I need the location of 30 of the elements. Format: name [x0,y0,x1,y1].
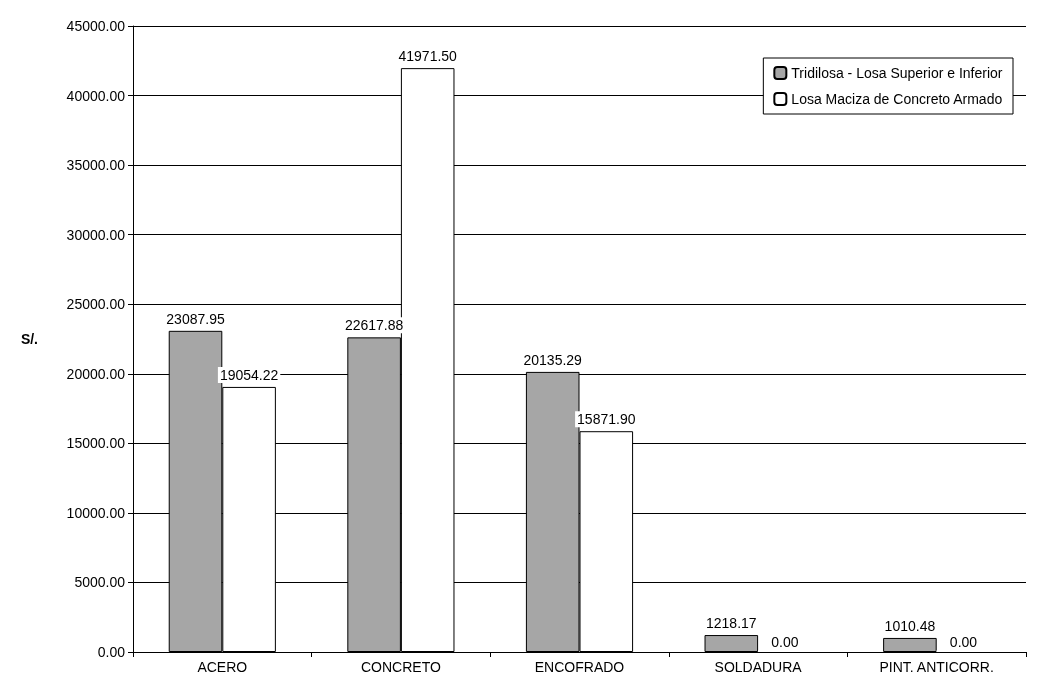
data-label: 1218.17 [706,615,757,632]
y-tick-label: 10000.00 [66,504,126,521]
data-label: 1010.48 [884,617,936,634]
y-tick-label: 30000.00 [66,226,126,243]
x-tick-label: PINT. ANTICORR. [879,659,994,675]
y-tick-label: 0.00 [97,644,126,660]
bar [704,635,759,652]
x-tick-label: SOLDADURA [714,659,803,675]
y-tick-label: 5000.00 [74,574,126,591]
y-tick-label: 25000.00 [66,296,126,313]
legend-label: Tridilosa - Losa Superior e Inferior [791,65,1003,81]
y-tick-label: 40000.00 [66,87,126,104]
x-tick-label: ENCOFRADO [534,659,625,675]
data-label: 19054.22 [219,366,279,383]
x-tick-label: ACERO [197,659,248,675]
y-tick-label: 45000.00 [66,18,126,34]
data-label: 15871.90 [577,411,636,428]
y-tick-label: 20000.00 [66,365,126,382]
legend-label: Losa Maciza de Concreto Armado [791,91,1003,107]
x-tick-label: CONCRETO [360,659,441,675]
data-label: 23087.95 [166,310,225,327]
y-tick-label: 35000.00 [66,157,126,174]
data-label: 20135.29 [523,351,583,368]
data-label: 0.00 [949,634,978,650]
data-label: 0.00 [771,634,799,650]
data-label: 22617.88 [344,317,404,334]
bar [883,637,937,652]
y-axis-title: S/. [20,331,38,347]
data-label: 41971.50 [398,48,458,65]
y-tick-label: 15000.00 [66,435,126,452]
